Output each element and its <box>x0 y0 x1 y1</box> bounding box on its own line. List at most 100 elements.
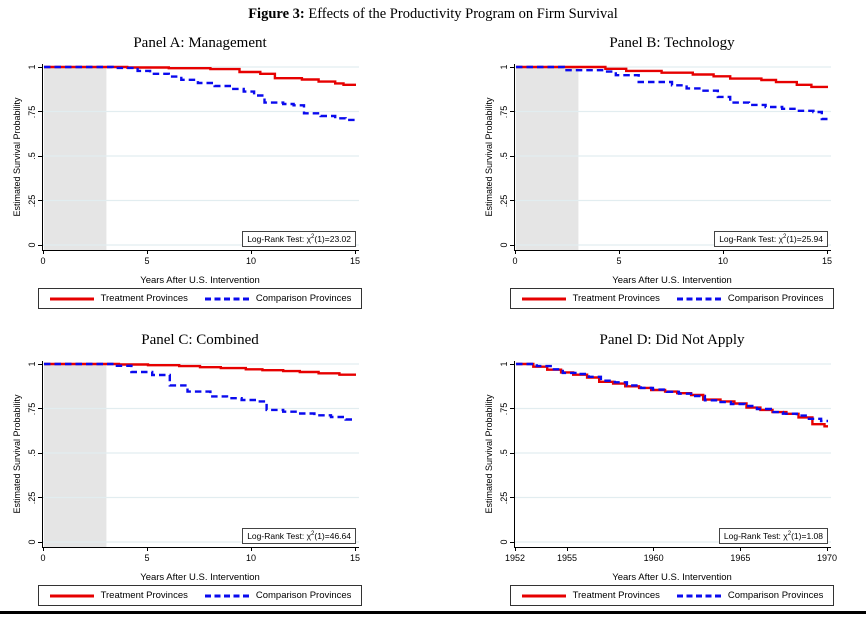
x-axis-tick-mark <box>722 250 724 254</box>
y-axis-tick-mark <box>38 497 42 498</box>
y-axis-tick-label: 1 <box>27 361 37 367</box>
x-axis-tick-label: 15 <box>349 553 361 563</box>
logrank-superscript: 2 <box>783 234 787 241</box>
x-axis-tick-mark <box>514 547 516 551</box>
y-axis-tick-mark <box>510 541 514 543</box>
x-axis-tick-label: 5 <box>144 256 150 266</box>
plot-area: Log-Rank Test: χ2(1)=23.02 <box>42 64 359 251</box>
logrank-test-box: Log-Rank Test: χ2(1)=46.64 <box>242 528 356 544</box>
figure-title: Figure 3: Effects of the Productivity Pr… <box>0 6 866 23</box>
y-axis-tick-mark <box>510 497 514 498</box>
x-axis-tick-mark <box>42 547 44 551</box>
logrank-value: (1)=23.02 <box>314 234 351 244</box>
solid-red-line-key-icon <box>49 594 94 597</box>
panel-title: Panel A: Management <box>133 35 267 51</box>
plot-area: Log-Rank Test: χ2(1)=46.64 <box>42 361 359 548</box>
legend: Treatment Provinces Comparison Provinces <box>509 288 835 309</box>
survival-curves-chart <box>515 65 831 250</box>
y-axis-tick-mark <box>38 155 42 157</box>
x-axis-tick-label: 15 <box>349 256 361 266</box>
y-axis-tick-mark <box>510 155 514 157</box>
plot-area: Log-Rank Test: χ2(1)=25.94 <box>514 64 831 251</box>
x-axis-tick-label: 0 <box>40 256 46 266</box>
logrank-superscript: 2 <box>787 531 792 538</box>
legend-label: Treatment Provinces <box>572 590 660 601</box>
x-axis-tick-label: 10 <box>717 256 729 266</box>
dashed-blue-line-key-icon <box>204 297 249 300</box>
logrank-value: (1)=46.64 <box>314 531 351 541</box>
logrank-text: Log-Rank Test: χ <box>247 531 312 541</box>
y-axis-tick-mark <box>38 244 42 246</box>
x-axis-tick-label: 1952 <box>504 553 526 563</box>
x-axis-label: Years After U.S. Intervention <box>612 275 732 286</box>
legend: Treatment Provinces Comparison Provinces <box>37 585 363 606</box>
dashed-blue-line-key-icon <box>676 594 721 597</box>
legend-row: Treatment Provinces Comparison Provinces <box>509 288 835 309</box>
y-axis-tick-mark <box>38 408 42 409</box>
x-axis-tick-mark <box>618 250 620 254</box>
y-axis-tick-mark <box>38 111 42 112</box>
solid-red-line-key-icon <box>49 297 94 300</box>
y-axis-tick-label: 0 <box>499 539 509 545</box>
y-axis-label: Estimated Survival Probability <box>12 97 22 217</box>
legend-label: Comparison Provinces <box>255 293 352 304</box>
x-axis-label: Years After U.S. Intervention <box>140 275 260 286</box>
y-axis-tick-label: .25 <box>499 194 509 207</box>
logrank-superscript: 2 <box>311 234 315 241</box>
x-axis-tick-mark <box>146 547 148 551</box>
y-axis-tick-label: 1 <box>27 64 37 70</box>
x-axis-tick-mark <box>354 250 356 254</box>
y-axis-tick-mark <box>510 452 514 454</box>
y-axis-tick-label: .5 <box>499 152 509 160</box>
y-axis-tick-label: 0 <box>27 242 37 248</box>
legend-item-comparison: Comparison Provinces <box>204 293 352 304</box>
y-axis-tick-mark <box>510 363 514 365</box>
legend-label: Treatment Provinces <box>100 293 188 304</box>
x-axis-tick-mark <box>566 547 568 551</box>
y-axis-tick-label: .5 <box>27 449 37 457</box>
legend-row: Treatment Provinces Comparison Provinces <box>509 585 835 606</box>
panel-title: Panel B: Technology <box>609 35 735 51</box>
y-axis-tick-label: .25 <box>27 491 37 504</box>
logrank-test-box: Log-Rank Test: χ2(1)=23.02 <box>242 231 356 247</box>
y-axis-tick-mark <box>38 541 42 543</box>
x-axis-tick-label: 5 <box>616 256 622 266</box>
legend-item-treatment: Treatment Provinces <box>49 293 188 304</box>
legend-row: Treatment Provinces Comparison Provinces <box>37 585 363 606</box>
x-axis-tick-label: 0 <box>512 256 518 266</box>
plot-area: Log-Rank Test: χ2(1)=1.08 <box>514 361 831 548</box>
legend-item-comparison: Comparison Provinces <box>676 293 823 304</box>
y-axis-tick-mark <box>38 66 42 68</box>
survival-curves-chart <box>43 362 359 547</box>
logrank-test-box: Log-Rank Test: χ2(1)=1.08 <box>718 528 828 544</box>
dashed-blue-line-key-icon <box>204 594 249 597</box>
x-axis-tick-label: 10 <box>245 553 257 563</box>
x-axis-tick-label: 1960 <box>643 553 664 563</box>
logrank-text: Log-Rank Test: χ <box>247 234 312 244</box>
logrank-superscript: 2 <box>311 531 315 538</box>
x-axis-tick-mark <box>250 250 252 254</box>
y-axis-tick-label: 1 <box>499 64 509 70</box>
y-axis-tick-mark <box>510 200 514 201</box>
figure-bottom-rule <box>0 611 866 614</box>
x-axis-tick-mark <box>514 250 516 254</box>
y-axis-tick-label: 1 <box>499 361 509 367</box>
x-axis-tick-label: 5 <box>144 553 150 563</box>
legend-item-treatment: Treatment Provinces <box>521 590 660 601</box>
y-axis-tick-label: .5 <box>27 152 37 160</box>
legend-label: Comparison Provinces <box>727 590 824 601</box>
x-axis-tick-mark <box>42 250 44 254</box>
dashed-blue-line-key-icon <box>676 297 721 300</box>
panel-c-combined: Panel C: Combined Estimated Survival Pro… <box>0 327 433 619</box>
figure-title-number: Figure 3: <box>248 6 305 22</box>
x-axis-tick-mark <box>739 547 741 551</box>
y-axis-tick-mark <box>510 111 514 112</box>
y-axis-label: Estimated Survival Probability <box>12 394 22 514</box>
legend-item-comparison: Comparison Provinces <box>204 590 351 601</box>
x-axis-tick-mark <box>826 250 828 254</box>
x-axis-label: Years After U.S. Intervention <box>140 572 260 583</box>
y-axis-tick-mark <box>510 408 514 409</box>
y-axis-tick-label: .25 <box>499 491 509 504</box>
x-axis-tick-label: 1970 <box>816 553 838 563</box>
